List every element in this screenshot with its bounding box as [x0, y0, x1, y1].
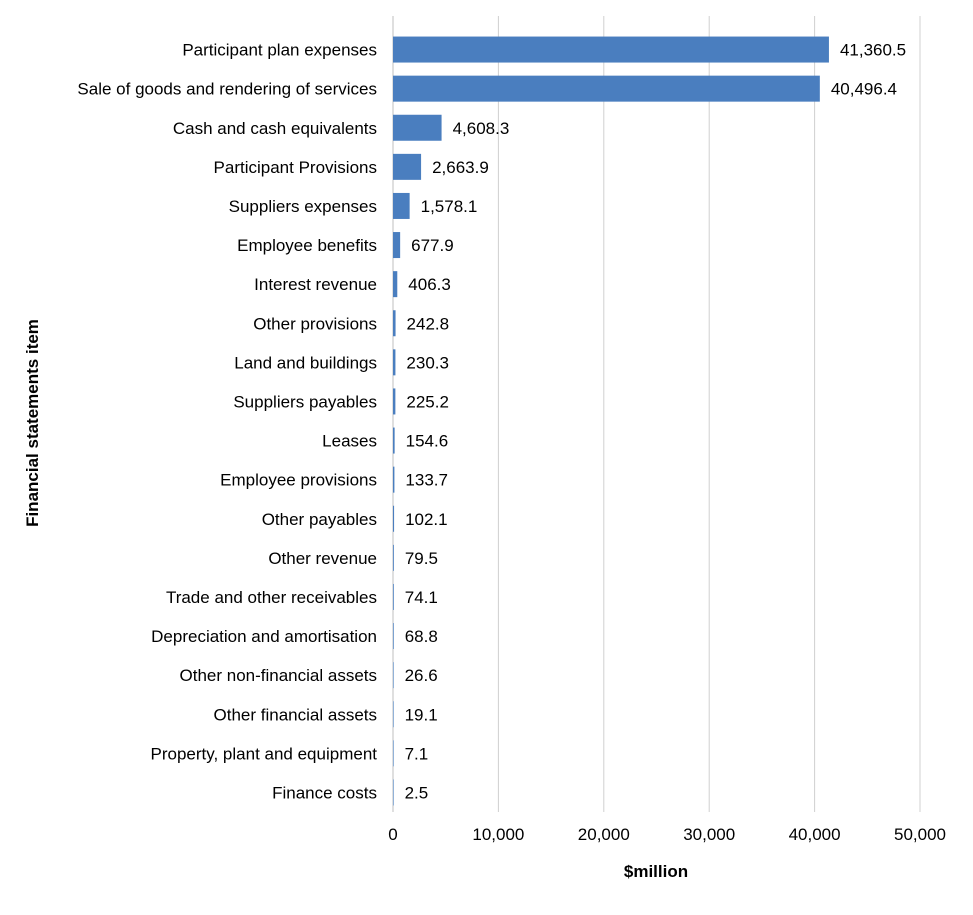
bar: [393, 544, 394, 571]
x-axis-title: $million: [624, 862, 688, 881]
category-label: Suppliers payables: [233, 392, 377, 411]
data-label: 4,608.3: [453, 119, 510, 138]
bar: [393, 388, 396, 415]
data-label: 406.3: [408, 275, 451, 294]
data-label: 7.1: [405, 744, 429, 763]
category-label: Participant plan expenses: [182, 41, 377, 60]
data-label: 2.5: [405, 783, 429, 802]
bar: [393, 36, 829, 63]
category-label: Depreciation and amortisation: [151, 627, 377, 646]
bar: [393, 427, 395, 454]
category-label: Other non-financial assets: [180, 666, 378, 685]
category-label: Land and buildings: [234, 353, 377, 372]
data-label: 1,578.1: [421, 197, 478, 216]
category-label: Other payables: [262, 510, 377, 529]
data-labels: 41,360.5 40,496.4 4,608.3 2,663.9 1,578.1 677…: [405, 41, 907, 803]
category-label: Cash and cash equivalents: [173, 119, 377, 138]
data-label: 74.1: [405, 588, 438, 607]
data-label: 154.6: [406, 432, 449, 451]
data-label: 677.9: [411, 236, 454, 255]
data-label: 225.2: [406, 392, 449, 411]
x-tick-label: 50,000: [894, 825, 946, 844]
bar: [393, 466, 395, 493]
x-tick-label: 40,000: [789, 825, 841, 844]
data-label: 19.1: [405, 705, 438, 724]
data-label: 68.8: [405, 627, 438, 646]
data-label: 102.1: [405, 510, 448, 529]
category-label: Employee benefits: [237, 236, 377, 255]
bar: [393, 623, 394, 650]
data-label: 2,663.9: [432, 158, 489, 177]
category-label: Other revenue: [268, 549, 377, 568]
data-label: 242.8: [407, 314, 450, 333]
x-tick-label: 10,000: [472, 825, 524, 844]
data-label: 133.7: [405, 471, 448, 490]
data-label: 230.3: [406, 353, 449, 372]
category-label: Trade and other receivables: [166, 588, 377, 607]
category-label: Property, plant and equipment: [151, 744, 378, 763]
bar: [393, 114, 442, 141]
category-label: Suppliers expenses: [229, 197, 377, 216]
bars: [393, 36, 829, 806]
category-label: Participant Provisions: [214, 158, 377, 177]
bar: [393, 271, 398, 298]
data-label: 26.6: [405, 666, 438, 685]
category-label: Finance costs: [272, 783, 377, 802]
bar: [393, 192, 410, 219]
x-tick-label: 20,000: [578, 825, 630, 844]
bar: [393, 310, 396, 337]
bar: [393, 349, 396, 376]
data-label: 79.5: [405, 549, 438, 568]
category-labels: Participant plan expenses Sale of goods a…: [77, 41, 377, 803]
bar: [393, 740, 394, 767]
x-tick-label: 30,000: [683, 825, 735, 844]
bar: [393, 779, 394, 806]
category-label: Interest revenue: [254, 275, 377, 294]
bar: [393, 662, 394, 689]
y-axis-title: Financial statements item: [23, 319, 42, 527]
x-tick-labels: 0 10,000 20,000 30,000 40,000 50,000: [388, 825, 946, 844]
bar: [393, 505, 395, 532]
bar: [393, 75, 820, 102]
bar: [393, 701, 394, 728]
category-label: Other financial assets: [214, 705, 377, 724]
category-label: Other provisions: [253, 314, 377, 333]
data-label: 40,496.4: [831, 80, 897, 99]
bar: [393, 232, 401, 259]
category-label: Leases: [322, 432, 377, 451]
bar: [393, 153, 422, 180]
data-label: 41,360.5: [840, 41, 906, 60]
category-label: Sale of goods and rendering of services: [77, 80, 377, 99]
x-tick-label: 0: [388, 825, 397, 844]
bar: [393, 583, 394, 610]
category-label: Employee provisions: [220, 471, 377, 490]
